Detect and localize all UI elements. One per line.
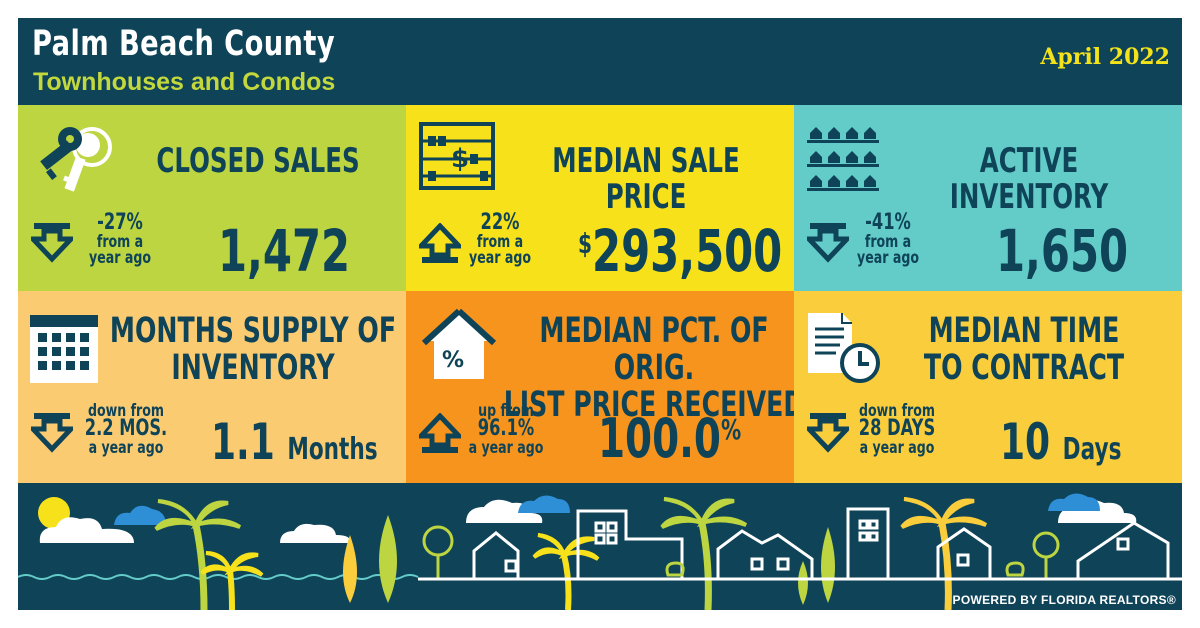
tile-median-sale-price: $ MEDIAN SALE PRICE 22% from a year ago …	[406, 105, 794, 291]
down-arrow-icon	[807, 223, 849, 263]
metric-value: 1,472	[218, 217, 351, 285]
tree-icon	[821, 527, 835, 603]
tile-title: ACTIVE INVENTORY	[949, 141, 1109, 218]
change-text: 22% from a year ago	[469, 210, 531, 269]
report-date: April 2022	[1040, 44, 1170, 70]
palm-tree-icon	[200, 551, 264, 610]
tree-icon	[379, 515, 397, 603]
cloud-icon	[114, 505, 166, 525]
powered-by-credit: POWERED BY FLORIDA REALTORS®	[952, 593, 1176, 607]
change-text: -27% from a year ago	[89, 210, 151, 269]
metric-value: 10 Days	[1000, 413, 1122, 471]
palm-tree-icon	[154, 499, 242, 610]
tree-icon	[343, 535, 357, 603]
tile-pct-list-price: % MEDIAN PCT. OF ORIG. LIST PRICE RECEIVE…	[406, 291, 794, 483]
palm-tree-icon	[660, 497, 748, 610]
down-arrow-icon	[31, 413, 73, 453]
metric-value: $293,500	[578, 217, 783, 285]
houses-rows-icon	[807, 127, 879, 191]
page-title: Palm Beach County	[32, 24, 336, 64]
svg-text:%: %	[442, 348, 464, 373]
cloud-icon	[518, 495, 570, 513]
up-arrow-icon	[419, 413, 461, 453]
tile-active-inventory: ACTIVE INVENTORY -41% from a year ago 1,…	[794, 105, 1182, 291]
tile-title: MEDIAN SALE PRICE	[552, 141, 740, 218]
palm-tree-icon	[900, 497, 988, 610]
tile-title: MEDIAN PCT. OF ORIG. LIST PRICE RECEIVED	[503, 311, 794, 426]
percent-house-icon: %	[422, 308, 496, 379]
beach-town-skyline-icon	[18, 493, 1182, 610]
tree-icon	[1032, 531, 1060, 579]
page-subtitle: Townhouses and Condos	[33, 68, 336, 96]
metric-value: 1,650	[996, 217, 1129, 285]
tile-title: MEDIAN TIME TO CONTRACT	[923, 311, 1125, 389]
tile-title: MONTHS SUPPLY OF INVENTORY	[109, 311, 397, 389]
svg-text:$: $	[451, 144, 469, 174]
change-text: -41% from a year ago	[857, 210, 919, 269]
calendar-icon	[30, 315, 98, 383]
down-arrow-icon	[31, 223, 73, 263]
down-arrow-icon	[807, 413, 849, 453]
tile-title: CLOSED SALES	[156, 141, 360, 181]
tree-icon	[422, 525, 454, 579]
tile-time-to-contract: MEDIAN TIME TO CONTRACT down from 28 DAYS…	[794, 291, 1182, 483]
tile-months-supply: MONTHS SUPPLY OF INVENTORY down from 2.2 …	[18, 291, 406, 483]
up-arrow-icon	[419, 223, 461, 263]
document-clock-icon	[808, 313, 880, 383]
metric-value: 100.0%	[598, 407, 742, 470]
abacus-icon: $	[419, 122, 495, 190]
metric-value: 1.1 Months	[211, 413, 378, 471]
currency-symbol: $	[578, 227, 593, 260]
change-text: up from 96.1% a year ago	[468, 401, 544, 459]
change-text: down from 2.2 MOS. a year ago	[84, 401, 168, 459]
cloud-icon	[39, 517, 134, 543]
shrub-icon	[665, 561, 1025, 577]
tile-closed-sales: CLOSED SALES -27% from a year ago 1,472	[18, 105, 406, 291]
town-skyline	[418, 507, 1182, 581]
palm-tree-icon	[532, 533, 600, 610]
cloud-icon	[280, 523, 351, 543]
tree-icon	[798, 561, 808, 605]
keys-icon	[40, 127, 112, 192]
cloud-icon	[1048, 493, 1100, 511]
change-text: down from 28 DAYS a year ago	[858, 401, 936, 459]
water-waves	[18, 574, 419, 580]
